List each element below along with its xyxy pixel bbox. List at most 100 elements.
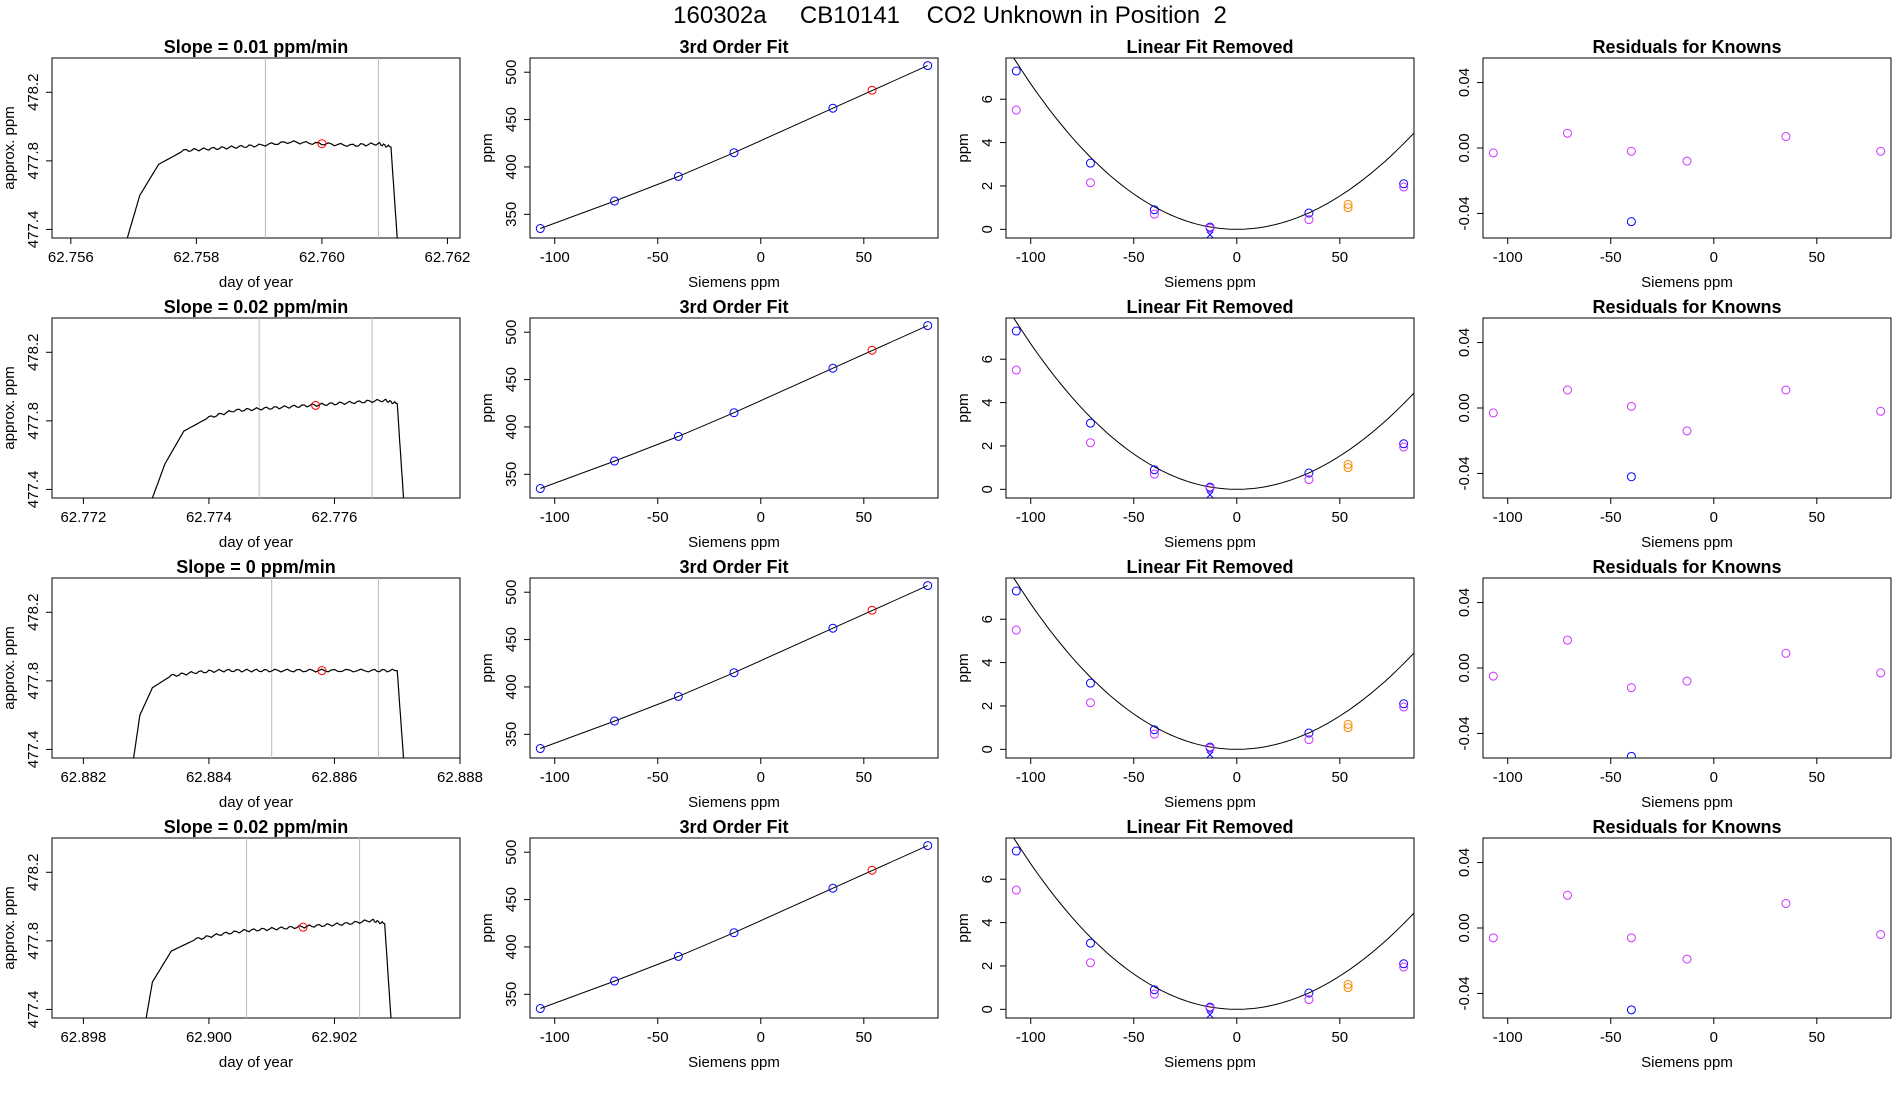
x-axis-label: Siemens ppm [1641,534,1733,551]
known-linear-point [1399,702,1409,712]
x-tick-label: 50 [855,769,872,786]
x-tick-label: 0 [1233,249,1241,266]
known-residual-point [1876,930,1886,940]
x-tick-label: 50 [1808,1029,1825,1046]
known-residual-point [1488,148,1498,158]
known-linear-point [1399,442,1409,452]
known-linear-point [1205,223,1215,233]
plot-frame [1005,837,1415,1019]
plot-area [145,838,392,1018]
known-fit-point [1304,988,1314,998]
y-axis-label: approx. ppm [1,366,18,449]
known-residual-point [1562,635,1572,645]
y-tick-label: 477.8 [25,662,42,700]
known-fit-point [1304,208,1314,218]
plot-area [151,318,405,498]
plot-frame [529,57,939,239]
residual-curve [1013,318,1414,490]
unknown-linear-point [1343,983,1353,993]
plot-area [1011,58,1414,238]
concentration-trace [126,140,398,238]
plot-frame [529,317,939,499]
plot-area [535,841,933,1014]
known-standard-point [729,668,739,678]
outlier-residual-point [1626,472,1636,482]
y-axis-label: ppm [479,393,496,422]
plot-area [1488,385,1886,482]
known-standard-point [535,484,545,494]
y-tick-label: -0.04 [1456,976,1473,1010]
fit-curve [540,845,928,1009]
known-fit-point [1085,158,1095,168]
y-tick-label: 477.4 [25,471,42,509]
x-tick-label: -50 [647,249,669,266]
y-axis-label: ppm [479,913,496,942]
x-tick-label: -50 [1600,509,1622,526]
figure-title: 160302a CB10141 CO2 Unknown in Position … [673,2,1227,29]
x-tick-label: 62.886 [312,769,358,786]
known-fit-point [1399,179,1409,189]
y-tick-label: 478.2 [25,334,42,372]
y-tick-label: 500 [503,320,520,345]
y-tick-label: 0.04 [1456,848,1473,877]
plot-area [535,581,933,754]
y-tick-label: 0 [979,225,996,233]
y-axis-label: approx. ppm [1,886,18,969]
known-linear-point [1304,995,1314,1005]
known-fit-point [1011,326,1021,336]
plot-frame [529,577,939,759]
x-tick-label: 0 [1710,509,1718,526]
known-linear-point [1149,729,1159,739]
fit-curve [540,585,928,749]
panel-title: Residuals for Knowns [1592,817,1781,837]
x-axis-label: Siemens ppm [688,1054,780,1071]
outlier-residual-point [1626,217,1636,227]
known-linear-point [1085,698,1095,708]
panel-title: Slope = 0.01 ppm/min [164,37,349,57]
y-tick-label: 4 [979,918,996,926]
known-linear-point [1085,438,1095,448]
unknown-point [867,85,877,95]
y-tick-label: 350 [503,202,520,227]
y-tick-label: 477.8 [25,142,42,180]
known-standard-point [828,103,838,113]
panel-3-4: Residuals for Knowns Siemens ppm -100 -50 0 5… [1456,557,1892,811]
y-tick-label: 2 [979,182,996,190]
y-tick-label: 6 [979,875,996,883]
known-fit-point [1399,439,1409,449]
known-linear-point [1399,182,1409,192]
x-tick-label: 62.900 [186,1029,232,1046]
x-tick-label: -100 [540,1029,570,1046]
known-standard-point [923,321,933,331]
y-tick-label: 400 [503,154,520,179]
panel-title: 3rd Order Fit [679,817,788,837]
x-tick-label: -100 [1493,1029,1523,1046]
x-axis-label: day of year [219,794,293,811]
known-fit-point [1085,678,1095,688]
y-tick-label: 450 [503,887,520,912]
panel-title: 3rd Order Fit [679,37,788,57]
x-tick-label: 62.756 [48,249,94,266]
panel-title: 3rd Order Fit [679,297,788,317]
plot-frame [1005,577,1415,759]
x-tick-label: -50 [647,769,669,786]
x-tick-label: -100 [1016,249,1046,266]
panel-title: 3rd Order Fit [679,557,788,577]
known-fit-point [1085,938,1095,948]
panel-title: Residuals for Knowns [1592,297,1781,317]
plot-area [1488,890,1886,1015]
x-tick-label: -50 [1123,249,1145,266]
y-tick-label: 450 [503,627,520,652]
residual-curve [1013,58,1414,230]
known-standard-point [729,928,739,938]
plot-frame [1005,57,1415,239]
plot-area [133,578,405,758]
plot-frame [51,317,461,499]
unknown-point [867,865,877,875]
x-tick-label: -100 [1016,769,1046,786]
x-axis-label: Siemens ppm [688,274,780,291]
known-residual-point [1626,683,1636,693]
x-tick-label: 62.772 [60,509,106,526]
x-tick-label: -100 [1016,1029,1046,1046]
known-standard-point [729,148,739,158]
